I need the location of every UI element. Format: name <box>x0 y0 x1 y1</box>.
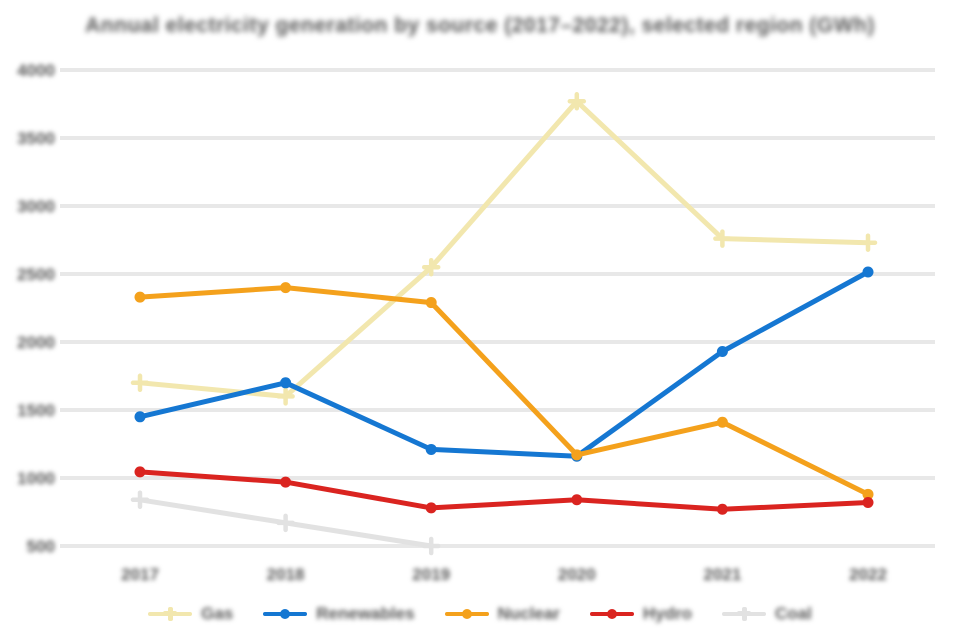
series-line-nuclear <box>137 285 871 497</box>
data-point-marker <box>571 494 583 506</box>
data-point-marker <box>716 503 728 515</box>
legend-item-gas: Gas <box>148 604 233 624</box>
legend-label: Coal <box>775 604 812 623</box>
chart-title: Annual electricity generation by source … <box>85 14 875 37</box>
data-point-marker <box>862 496 874 508</box>
legend-swatch <box>148 607 193 621</box>
legend-plus-marker-icon <box>168 607 174 621</box>
data-point-marker <box>571 449 583 461</box>
legend-swatch <box>444 609 489 619</box>
data-point-marker <box>134 466 146 478</box>
legend: Gas Renewables Nuclear Hydro Coal <box>0 604 960 624</box>
data-point-marker <box>425 297 437 309</box>
data-point-marker <box>862 488 874 500</box>
legend-circle-marker-icon <box>606 609 617 619</box>
y-axis-label: 3000 <box>17 197 55 216</box>
y-axis-label: 1000 <box>17 469 55 488</box>
legend-swatch <box>589 609 634 619</box>
data-point-marker <box>134 291 146 303</box>
x-axis-label: 2020 <box>558 565 596 584</box>
legend-item-renewables: Renewables <box>263 604 415 624</box>
legend-label: Renewables <box>316 604 415 623</box>
y-axis-label: 4000 <box>17 61 55 80</box>
series-line-gas <box>137 98 871 399</box>
x-axis-label: 2017 <box>121 565 159 584</box>
x-axis-label: 2021 <box>703 565 741 584</box>
legend-item-hydro: Hydro <box>589 604 693 624</box>
data-point-marker <box>280 377 292 389</box>
y-axis-label: 3500 <box>17 129 55 148</box>
y-axis-label: 1500 <box>17 401 55 420</box>
x-axis-label: 2018 <box>267 565 305 584</box>
legend-item-coal: Coal <box>722 604 812 624</box>
data-point-marker <box>716 416 728 428</box>
legend-plus-marker-icon <box>742 607 748 621</box>
series-line-hydro <box>137 469 871 512</box>
plot-area: 4000 3500 3000 2500 2000 1500 1000 500 2017 2018 2… <box>17 61 935 584</box>
data-point-marker <box>425 443 437 455</box>
legend-swatch <box>722 607 767 621</box>
legend-item-nuclear: Nuclear <box>444 604 560 624</box>
y-axis-label: 2500 <box>17 265 55 284</box>
y-axis-label: 2000 <box>17 333 55 352</box>
legend-label: Gas <box>201 604 234 623</box>
legend-swatch <box>263 609 308 619</box>
data-point-marker <box>280 476 292 488</box>
data-point-marker <box>134 411 146 423</box>
x-axis-label: 2022 <box>849 565 887 584</box>
data-point-marker <box>280 282 292 294</box>
legend-label: Nuclear <box>497 604 560 623</box>
legend-circle-marker-icon <box>280 609 291 619</box>
legend-circle-marker-icon <box>461 609 472 619</box>
y-axis-label: 500 <box>27 537 55 556</box>
data-point-marker <box>425 502 437 514</box>
data-point-marker <box>716 346 728 358</box>
data-point-marker <box>862 266 874 278</box>
series-line-renewables <box>137 269 871 459</box>
x-axis-label: 2019 <box>412 565 450 584</box>
legend-label: Hydro <box>642 604 693 623</box>
